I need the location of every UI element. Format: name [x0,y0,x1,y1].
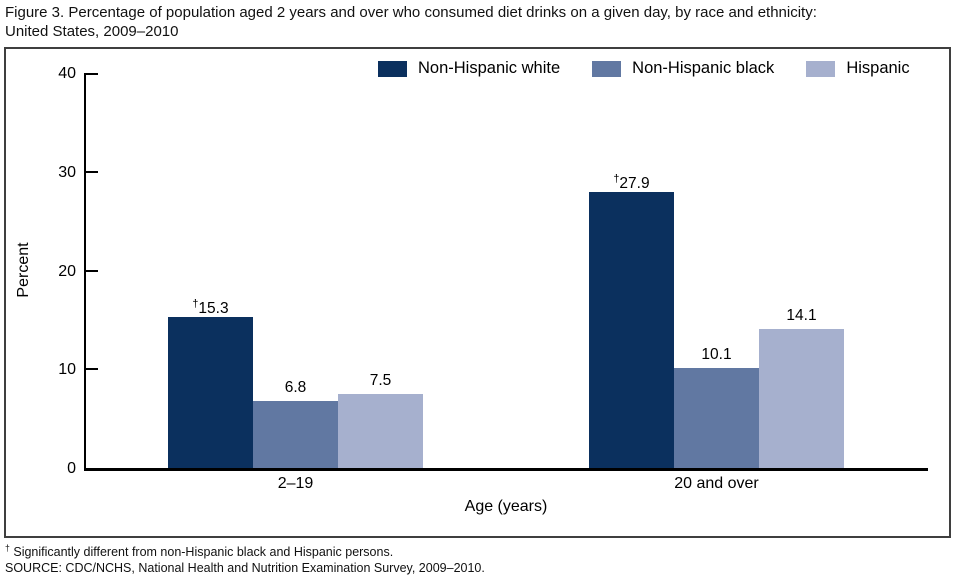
dagger-symbol: † [613,173,620,185]
y-tick-label-0: 0 [67,460,76,477]
figure-title-line1: Figure 3. Percentage of population aged … [5,4,817,21]
y-tick-40 [86,73,98,75]
legend-item-hispanic: Hispanic [806,59,910,78]
y-tick-label-10: 10 [58,361,76,379]
bar-value-label: 14.1 [786,307,817,324]
y-tick-label-30: 30 [58,163,76,181]
figure-title-line2: United States, 2009–2010 [5,23,179,40]
footnote-significance-text: Significantly different from non-Hispani… [13,545,394,560]
footnote-significance: † Significantly different from non-Hispa… [5,540,485,560]
bar-value-label: †27.9 [613,173,650,193]
legend-swatch-hispanic [806,60,836,77]
bar-value-label: †15.3 [192,298,229,318]
chart-frame: Non-Hispanic white Non-Hispanic black Hi… [4,47,951,538]
legend-item-non-hispanic-white: Non-Hispanic white [378,59,560,78]
bar-non-hispanic-white-1 [168,317,253,468]
bar-non-hispanic-black-2 [674,368,759,468]
bar-non-hispanic-black-1 [253,401,338,468]
bar-value-label: 7.5 [369,372,392,389]
y-tick-20 [86,269,98,272]
footnote-source: SOURCE: CDC/NCHS, National Health and Nu… [5,561,485,576]
x-axis-title: Age (years) [464,498,548,515]
bar-hispanic-1 [338,394,423,468]
legend-item-non-hispanic-black: Non-Hispanic black [592,59,774,78]
y-tick-label-40: 40 [58,65,76,82]
x-category-label-2: 20 and over [674,475,759,492]
legend-swatch-non-hispanic-white [378,60,407,77]
y-tick-30 [86,170,98,173]
chart-footnotes: † Significantly different from non-Hispa… [5,540,485,576]
chart-legend: Non-Hispanic white Non-Hispanic black Hi… [378,59,910,78]
bar-hispanic-2 [759,329,844,468]
dagger-symbol: † [5,543,10,553]
x-axis-line [84,468,928,471]
bar-value-label: 10.1 [701,346,732,363]
bar-value-label: 6.8 [284,379,307,396]
y-tick-label-20: 20 [58,262,76,280]
legend-label-non-hispanic-white: Non-Hispanic white [418,59,561,77]
figure-title: Figure 3. Percentage of population aged … [5,3,955,41]
bar-non-hispanic-white-2 [589,192,674,468]
legend-label-non-hispanic-black: Non-Hispanic black [632,59,775,77]
legend-label-hispanic: Hispanic [846,59,910,77]
y-tick-10 [86,368,98,371]
legend-swatch-non-hispanic-black [592,60,622,77]
y-axis-title: Percent [15,242,32,298]
y-axis-line [84,73,86,471]
x-category-label-1: 2–19 [277,475,314,492]
dagger-symbol: † [192,298,199,310]
